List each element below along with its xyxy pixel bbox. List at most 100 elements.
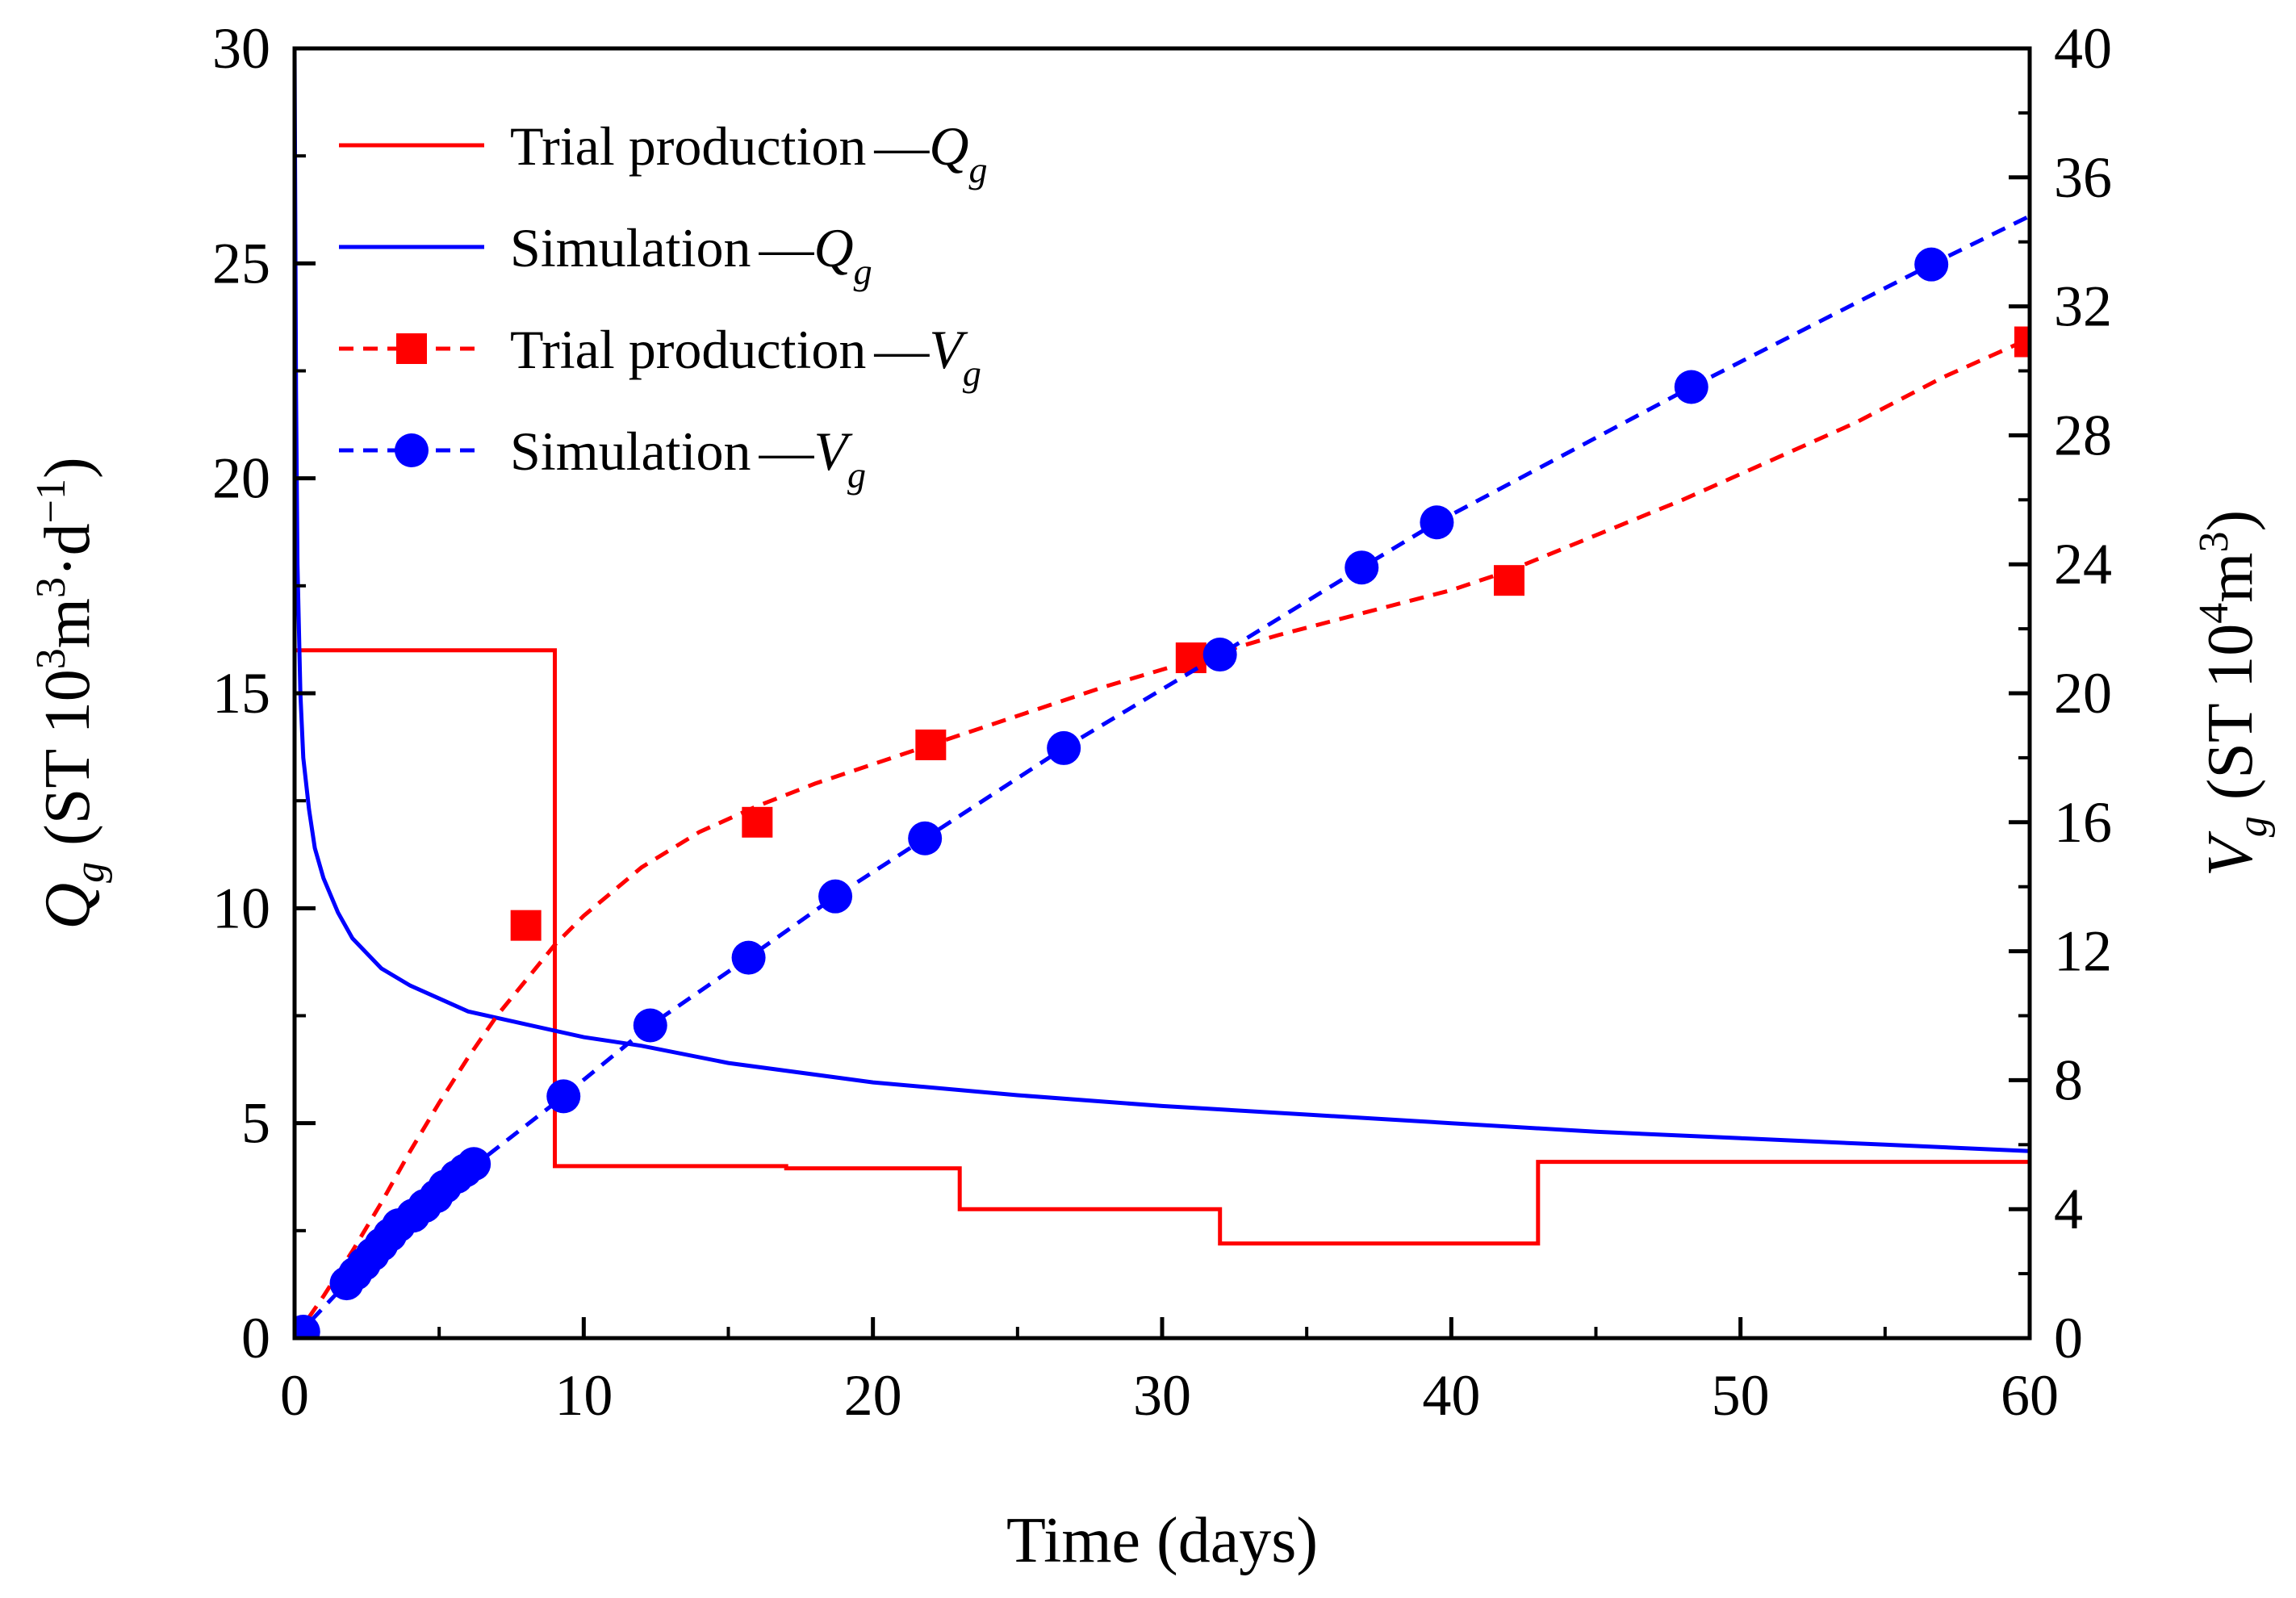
- series-line-2: [295, 337, 2030, 1338]
- y-right-tick-label: 36: [2054, 145, 2112, 210]
- series-3-marker: [295, 1315, 320, 1338]
- series-line-1: [295, 48, 2030, 1153]
- series-3-marker: [1202, 638, 1237, 672]
- x-tick-label: 0: [280, 1363, 309, 1428]
- series-3-marker: [1345, 550, 1379, 585]
- x-tick-label: 60: [2001, 1363, 2059, 1428]
- series-3-marker: [908, 821, 943, 855]
- y-right-tick-label: 24: [2054, 532, 2112, 596]
- legend-dash: —: [758, 217, 814, 278]
- series-3-marker: [633, 1008, 667, 1043]
- legend-dash: —: [873, 319, 930, 380]
- series-2-marker: [915, 729, 947, 760]
- legend-label: Trial production —Vg: [510, 319, 981, 394]
- legend-label-text: Trial production: [510, 319, 866, 380]
- legend-label-text: Trial production: [510, 115, 866, 177]
- series-3-marker: [1047, 730, 1081, 765]
- y-left-tick-label: 25: [212, 231, 270, 295]
- series-3-marker: [1420, 505, 1454, 540]
- series-2-marker: [510, 910, 542, 941]
- series-line-0: [295, 648, 2030, 1246]
- y-right-unit: (ST 10: [2195, 624, 2266, 817]
- legend-label: Simulation —Vg: [510, 420, 866, 496]
- y-left-tick-label: 30: [212, 16, 270, 81]
- legend-symbol: Q: [929, 115, 968, 177]
- axis-titles: Time (days)Qg (ST 103m3·d−1)Vg (ST 104m3…: [28, 457, 2276, 1576]
- y-right-tick-label: 20: [2054, 661, 2112, 726]
- y-left-sup: 3: [28, 648, 74, 669]
- y-left-sup: 3: [28, 577, 74, 598]
- series-0: [295, 648, 2030, 1246]
- legend-marker: [396, 333, 427, 364]
- legend-item: Trial production —Vg: [339, 319, 981, 394]
- y-right-unit: ): [2195, 510, 2266, 532]
- series-2-marker: [1494, 565, 1524, 596]
- axes-layer: 0 10 20 30 40 50 60051015202530048121620242832…: [212, 16, 2112, 1428]
- series-3-marker: [546, 1079, 581, 1114]
- series-3-marker: [818, 879, 853, 914]
- y-right-sup: 3: [2191, 531, 2237, 552]
- y-left-unit: ·d: [32, 523, 103, 577]
- y-left-subscript: g: [67, 862, 113, 883]
- y-right-tick-label: 0: [2054, 1306, 2083, 1370]
- legend-subscript: g: [968, 149, 987, 190]
- y-right-axis-title: Vg (ST 104m3): [2191, 510, 2276, 876]
- x-tick-label: 40: [1422, 1363, 1480, 1428]
- y-left-unit: (ST 10: [32, 669, 103, 862]
- series-3-marker: [1674, 370, 1708, 404]
- legend-item: Simulation —Vg: [339, 420, 866, 496]
- y-left-tick-label: 0: [241, 1306, 270, 1370]
- y-left-tick-label: 20: [212, 446, 270, 511]
- legend-symbol: V: [929, 319, 968, 380]
- legend-subscript: g: [963, 353, 981, 394]
- y-right-sup: 4: [2191, 603, 2237, 624]
- y-right-subscript: g: [2230, 816, 2276, 837]
- series-2-marker: [2014, 326, 2030, 358]
- series-3-marker: [731, 940, 766, 975]
- series-2-marker: [742, 806, 773, 838]
- x-tick-label: 10: [554, 1363, 613, 1428]
- legend-label: Simulation —Qg: [510, 217, 872, 292]
- series-3: [295, 214, 2030, 1338]
- y-right-tick-label: 4: [2054, 1177, 2083, 1241]
- x-tick-label: 30: [1133, 1363, 1191, 1428]
- y-right-tick-label: 40: [2054, 16, 2112, 81]
- y-right-tick-label: 12: [2054, 919, 2112, 984]
- y-left-tick-label: 5: [241, 1091, 270, 1156]
- y-right-tick-label: 28: [2054, 403, 2112, 467]
- x-tick-label: 50: [1712, 1363, 1770, 1428]
- y-right-symbol: V: [2195, 830, 2266, 876]
- y-left-unit: m: [32, 598, 103, 648]
- y-right-tick-label: 16: [2054, 790, 2112, 855]
- legend-subscript: g: [847, 454, 866, 496]
- x-axis-title: Time (days): [1006, 1505, 1318, 1576]
- legend-marker: [395, 433, 429, 467]
- series-2: [295, 326, 2030, 1338]
- y-left-sup: −1: [28, 479, 74, 523]
- legend-symbol: V: [813, 420, 853, 482]
- legend-label-text: Simulation: [510, 420, 751, 482]
- series-3-marker: [1914, 247, 1949, 282]
- y-left-symbol: Q: [32, 883, 103, 930]
- legend-dash: —: [758, 420, 814, 482]
- legend-item: Simulation —Qg: [339, 217, 872, 292]
- legend-dash: —: [873, 115, 930, 177]
- series-2-marker: [1175, 642, 1207, 674]
- y-left-axis-title: Qg (ST 103m3·d−1): [28, 457, 113, 929]
- y-right-unit: m: [2195, 552, 2266, 602]
- legend-subscript: g: [854, 251, 872, 292]
- y-right-tick-label: 32: [2054, 274, 2112, 339]
- series-layer: [295, 48, 2030, 1338]
- series-3-marker: [457, 1147, 491, 1182]
- y-left-tick-label: 10: [212, 876, 270, 940]
- legend-symbol: Q: [813, 217, 853, 278]
- x-tick-label: 20: [844, 1363, 902, 1428]
- y-left-unit: ): [32, 457, 103, 479]
- y-left-tick-label: 15: [212, 661, 270, 726]
- legend-item: Trial production —Qg: [339, 115, 987, 190]
- legend-label: Trial production —Qg: [510, 115, 987, 190]
- legend-label-text: Simulation: [510, 217, 751, 278]
